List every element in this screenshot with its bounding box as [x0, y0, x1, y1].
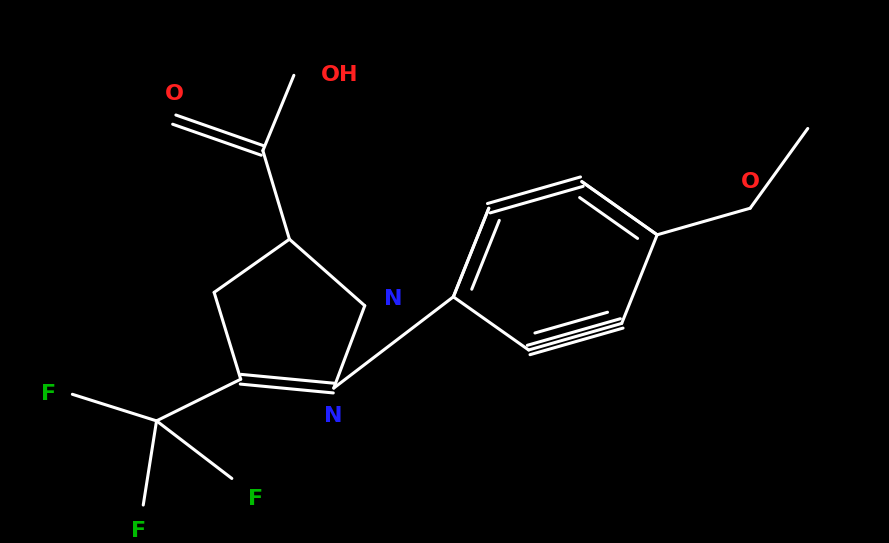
- Text: F: F: [248, 489, 263, 509]
- Text: O: O: [741, 172, 760, 192]
- Text: F: F: [41, 384, 56, 405]
- Text: F: F: [132, 521, 147, 541]
- Text: OH: OH: [320, 65, 358, 85]
- Text: O: O: [164, 84, 184, 104]
- Text: N: N: [324, 406, 343, 426]
- Text: N: N: [384, 288, 403, 308]
